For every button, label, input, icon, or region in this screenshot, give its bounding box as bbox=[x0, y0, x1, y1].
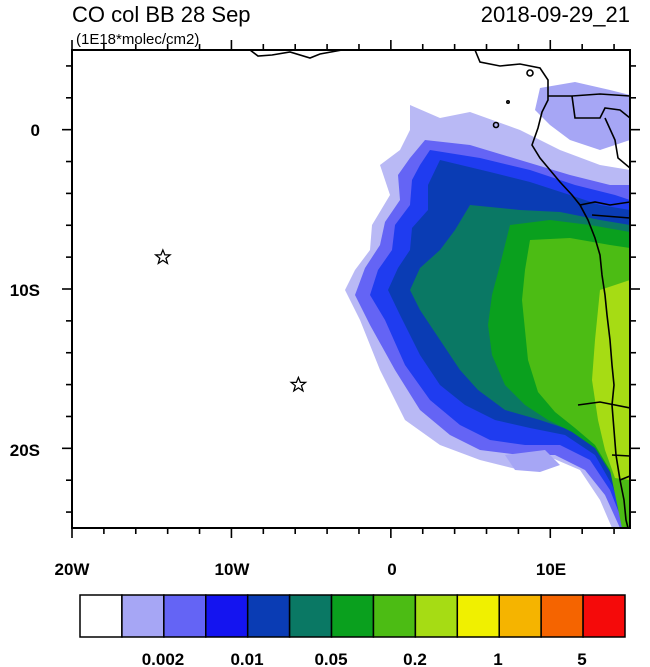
colorbar-swatch bbox=[582, 594, 626, 638]
colorbar-swatch bbox=[330, 594, 375, 638]
plume-fringe-south bbox=[505, 450, 560, 472]
title-right: 2018-09-29_21 bbox=[481, 2, 630, 27]
plume-lime bbox=[592, 280, 630, 480]
star-marker-1 bbox=[155, 249, 171, 265]
x-tick-label-20w: 20W bbox=[55, 560, 91, 579]
axis-ticks bbox=[62, 40, 640, 538]
star-marker-2 bbox=[290, 376, 307, 392]
plume-fringe-north bbox=[535, 82, 630, 150]
coastline bbox=[249, 50, 630, 528]
colorbar-label-0.002: 0.002 bbox=[142, 650, 185, 667]
colorbar-swatch bbox=[121, 594, 165, 638]
x-tick-label-10e: 10E bbox=[536, 560, 566, 579]
colorbar-label-1: 1 bbox=[493, 650, 502, 667]
colorbar-swatch bbox=[79, 594, 123, 638]
y-tick-label-20s: 20S bbox=[10, 441, 40, 460]
markers bbox=[155, 249, 307, 392]
colorbar bbox=[79, 594, 626, 638]
units-label: (1E18*molec/cm2) bbox=[76, 31, 199, 48]
colorbar-swatch bbox=[246, 594, 291, 638]
colorbar-swatch bbox=[288, 594, 333, 638]
colorbar-label-0.2: 0.2 bbox=[403, 650, 427, 667]
colorbar-swatch bbox=[540, 594, 584, 638]
colorbar-swatch bbox=[205, 594, 249, 638]
x-tick-label-10w: 10W bbox=[215, 560, 251, 579]
colorbar-swatch bbox=[456, 594, 500, 638]
colorbar-label-5: 5 bbox=[577, 650, 586, 667]
colorbar-label-0.01: 0.01 bbox=[230, 650, 263, 667]
y-tick-label-10s: 10S bbox=[10, 281, 40, 300]
plume-field bbox=[345, 82, 630, 528]
colorbar-label-0.05: 0.05 bbox=[314, 650, 347, 667]
y-tick-label-0: 0 bbox=[31, 121, 40, 140]
title-left: CO col BB 28 Sep bbox=[72, 2, 251, 27]
colorbar-swatch bbox=[498, 594, 542, 638]
colorbar-swatch bbox=[163, 594, 207, 638]
x-tick-label-0: 0 bbox=[387, 560, 396, 579]
colorbar-swatch bbox=[372, 594, 417, 638]
colorbar-swatch bbox=[414, 594, 459, 638]
